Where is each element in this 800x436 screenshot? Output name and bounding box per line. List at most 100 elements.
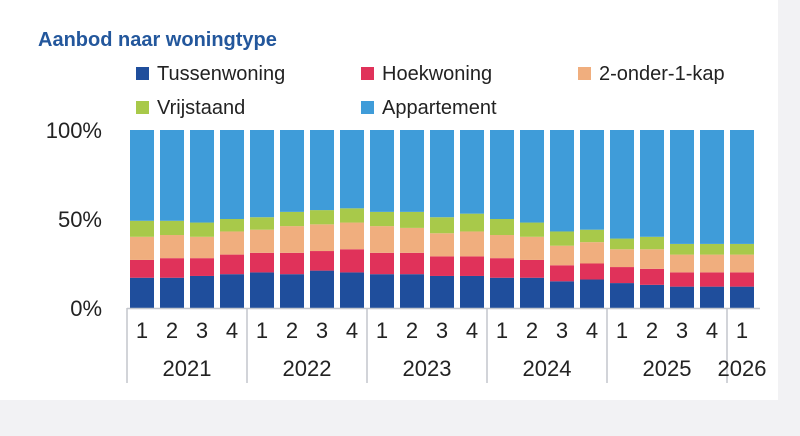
- bar-segment-3: [190, 236, 214, 259]
- bar-segment-2: [370, 252, 394, 275]
- y-tick-label: 0%: [70, 296, 102, 321]
- stacked-bar-chart: Aanbod naar woningtype Tussenwoning Hoekw…: [38, 29, 767, 383]
- y-tick-label: 50%: [58, 207, 102, 232]
- x-tick-label: 4: [466, 318, 478, 343]
- bar-segment-3: [430, 233, 454, 257]
- year-label: 2021: [163, 356, 212, 381]
- x-tick-label: 4: [226, 318, 238, 343]
- bar-segment-1: [400, 274, 424, 308]
- bar-segment-1: [340, 272, 364, 308]
- bar-segment-4: [580, 229, 604, 243]
- bar-segment-5: [310, 130, 334, 211]
- year-label: 2023: [403, 356, 452, 381]
- bar-segment-2: [520, 259, 544, 278]
- legend-label-5: Appartement: [382, 97, 497, 119]
- bar-segment-2: [460, 256, 484, 276]
- year-label: 2024: [523, 356, 572, 381]
- bar-segment-4: [400, 211, 424, 228]
- bar-segment-3: [550, 245, 574, 266]
- bar-segment-2: [280, 252, 304, 275]
- bar-segment-3: [520, 236, 544, 260]
- bar-segment-4: [640, 236, 664, 250]
- year-label: 2026: [718, 356, 767, 381]
- x-tick-label: 2: [646, 318, 658, 343]
- bar-segment-3: [250, 229, 274, 253]
- bar-segment-3: [160, 235, 184, 259]
- legend-label-4: Vrijstaand: [157, 97, 245, 119]
- x-tick-label: 4: [346, 318, 358, 343]
- y-tick-label: 100%: [46, 118, 102, 143]
- bar-segment-2: [400, 252, 424, 275]
- bar-segment-1: [430, 275, 454, 308]
- bar-segment-2: [700, 272, 724, 287]
- bar-segment-3: [130, 236, 154, 260]
- x-tick-label: 2: [286, 318, 298, 343]
- bar-segment-4: [520, 222, 544, 237]
- bar-segment-4: [670, 243, 694, 255]
- bar-segment-2: [340, 249, 364, 273]
- bar-segment-5: [730, 130, 754, 244]
- bar-segment-5: [580, 130, 604, 230]
- bar-segment-2: [670, 272, 694, 287]
- bar-segment-5: [190, 130, 214, 223]
- bar-segment-1: [700, 286, 724, 308]
- legend: Tussenwoning Hoekwoning 2-onder-1-kap Vrijs…: [136, 63, 725, 119]
- y-axis: 0% 50% 100%: [46, 118, 102, 321]
- bar-segment-5: [430, 130, 454, 218]
- bar-segment-2: [550, 265, 574, 282]
- bar-segment-2: [310, 251, 334, 271]
- bar-segment-2: [610, 267, 634, 284]
- legend-swatch-4: [136, 101, 149, 114]
- x-tick-label: 1: [256, 318, 268, 343]
- bar-segment-2: [130, 259, 154, 278]
- x-tick-label: 1: [736, 318, 748, 343]
- legend-swatch-3: [578, 67, 591, 80]
- bar-segment-2: [640, 268, 664, 285]
- x-tick-label: 1: [376, 318, 388, 343]
- bar-segment-2: [490, 258, 514, 278]
- chart-card: Aanbod naar woningtype Tussenwoning Hoekw…: [0, 0, 778, 400]
- bar-segment-1: [370, 274, 394, 308]
- bar-segment-1: [220, 274, 244, 308]
- bar-segment-4: [340, 208, 364, 223]
- bar-segment-2: [730, 272, 754, 287]
- bar-segment-5: [640, 130, 664, 237]
- bar-segment-1: [580, 279, 604, 308]
- bar-segment-1: [190, 275, 214, 308]
- bar-segment-5: [220, 130, 244, 219]
- x-tick-label: 3: [556, 318, 568, 343]
- bar-segment-4: [130, 220, 154, 237]
- bar-segment-1: [490, 277, 514, 308]
- legend-label-3: 2-onder-1-kap: [599, 63, 725, 85]
- bar-segment-2: [580, 263, 604, 280]
- x-tick-label: 1: [136, 318, 148, 343]
- bar-segment-5: [400, 130, 424, 212]
- bar-segment-3: [400, 227, 424, 253]
- bar-segment-1: [250, 272, 274, 308]
- bar-segment-1: [640, 284, 664, 308]
- bar-segment-4: [460, 213, 484, 232]
- bar-segment-5: [490, 130, 514, 219]
- bar-segment-4: [220, 219, 244, 232]
- bar-segment-4: [190, 222, 214, 237]
- bar-segment-3: [460, 231, 484, 257]
- x-tick-label: 2: [526, 318, 538, 343]
- bar-segment-3: [370, 226, 394, 253]
- x-tick-label: 3: [316, 318, 328, 343]
- x-tick-label: 3: [196, 318, 208, 343]
- bar-segment-3: [340, 222, 364, 250]
- bar-segment-4: [430, 217, 454, 234]
- bar-segment-1: [730, 286, 754, 308]
- bar-segment-1: [310, 270, 334, 308]
- bar-segment-3: [220, 231, 244, 255]
- bar-segment-3: [490, 235, 514, 259]
- bar-segment-5: [550, 130, 574, 232]
- legend-swatch-5: [361, 101, 374, 114]
- bar-segment-5: [130, 130, 154, 221]
- bar-segment-4: [700, 243, 724, 255]
- x-tick-label: 3: [436, 318, 448, 343]
- legend-label-2: Hoekwoning: [382, 63, 492, 85]
- x-tick-label: 4: [586, 318, 598, 343]
- bar-segment-2: [430, 256, 454, 276]
